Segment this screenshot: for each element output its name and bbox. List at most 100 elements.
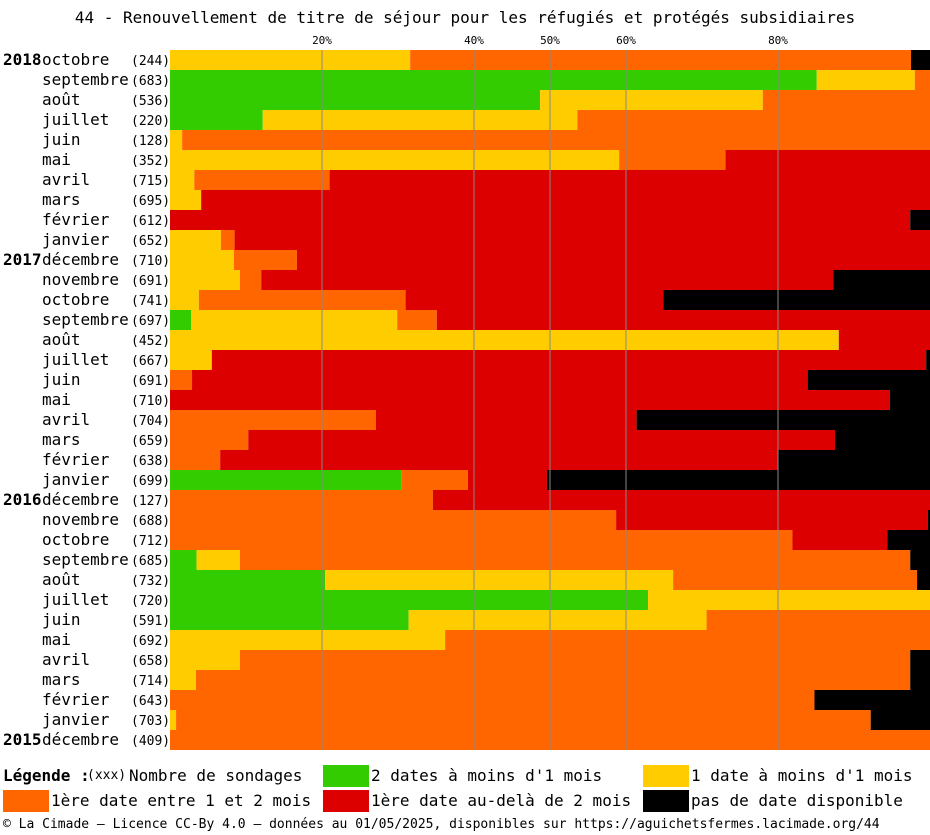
bar-segment-black [663,290,930,310]
row-month-label: mars [42,190,81,209]
bar-segment-yellow [170,330,839,350]
legend-swatch-yellow [643,765,689,787]
row-count-label: (409) [131,734,170,749]
bar-segment-yellow [170,630,446,650]
bar-segment-black [910,550,930,570]
legend-count-code: (xxx) [87,768,127,783]
row-month-label: juin [42,370,81,389]
bar-segment-black [807,370,930,390]
bar-segment-red [211,350,927,370]
bar-segment-black [835,430,930,450]
bar-segment-red [405,290,664,310]
bar-segment-green [170,590,649,610]
x-tick-label: 40% [464,34,484,47]
row-count-label: (741) [131,294,170,309]
row-count-label: (699) [131,474,170,489]
x-tick-label: 60% [616,34,636,47]
bar-segment-yellow [408,610,707,630]
bar-segment-orange [914,70,930,90]
bar-segment-black [911,50,930,70]
row-count-label: (612) [131,214,170,229]
bar-segment-red [432,490,930,510]
bar-segment-yellow [170,650,240,670]
row-month-label: décembre [42,250,119,269]
bar-segment-red [170,390,890,410]
bar-segment-orange [198,290,406,310]
bar-segment-orange [182,130,930,150]
row-count-label: (643) [131,694,170,709]
legend-swatch-green [323,765,369,787]
row-month-label: mars [42,430,81,449]
row-count-label: (667) [131,354,170,369]
bar-segment-red [248,430,835,450]
bar-segment-yellow [170,230,221,250]
bar-segment-black [926,350,930,370]
row-count-label: (720) [131,594,170,609]
row-count-label: (352) [131,154,170,169]
row-month-label: décembre [42,490,119,509]
bar-segment-red [220,450,778,470]
bar-segment-red [436,310,930,330]
legend-label-yellow: 1 date à moins d'1 mois [691,766,913,785]
row-month-label: octobre [42,290,109,309]
bar-segment-black [814,690,930,710]
row-count-label: (712) [131,534,170,549]
row-month-label: septembre [42,310,129,329]
row-month-label: septembre [42,550,129,569]
row-month-label: janvier [42,230,110,249]
row-month-label: août [42,330,81,349]
bar-segment-green [170,70,817,90]
row-count-label: (714) [131,674,170,689]
bar-segment-yellow [170,130,183,150]
bar-segment-orange [239,550,911,570]
bar-segment-orange [706,610,930,630]
row-month-label: janvier [42,710,110,729]
legend-swatch-red [323,790,369,812]
bar-segment-red [201,190,930,210]
x-tick-label: 50% [540,34,560,47]
legend: Légende : (xxx) Nombre de sondages 2 dat… [0,765,930,815]
bar-segment-green [170,90,541,110]
row-month-label: septembre [42,70,129,89]
bar-segment-green [170,110,263,130]
row-count-label: (452) [131,334,170,349]
bar-segment-orange [170,370,193,390]
legend-label-green: 2 dates à moins d'1 mois [371,766,603,785]
bars-layer [170,50,930,750]
row-count-label: (659) [131,434,170,449]
bar-segment-orange [170,490,433,510]
bar-segment-orange [170,530,793,550]
bar-segment-red [616,510,928,530]
row-count-label: (710) [131,254,170,269]
row-count-label: (715) [131,174,170,189]
bar-segment-black [927,510,930,530]
bar-segment-orange [762,90,930,110]
legend-label-black: pas de date disponible [691,791,903,810]
legend-label-orange: 1ère date entre 1 et 2 mois [51,791,312,810]
bar-segment-yellow [540,90,763,110]
bar-segment-yellow [170,670,196,690]
row-month-label: mai [42,630,71,649]
bar-segment-orange [170,410,376,430]
row-count-label: (591) [131,614,170,629]
row-count-label: (685) [131,554,170,569]
bar-segment-red [296,250,930,270]
bar-segment-black [870,710,930,730]
row-month-label: octobre [42,50,109,69]
row-count-label: (688) [131,514,170,529]
row-count-label: (703) [131,714,170,729]
bar-segment-green [170,610,409,630]
bar-segment-orange [170,510,617,530]
bar-segment-orange [397,310,437,330]
x-tick-label: 20% [312,34,332,47]
row-count-label: (732) [131,574,170,589]
row-month-label: août [42,570,81,589]
row-count-label: (683) [131,74,170,89]
row-month-label: mai [42,390,71,409]
bar-segment-orange [170,430,249,450]
bar-segment-orange [170,450,221,470]
stacked-bar-chart: 20% 40% 50% 60% 80% 2018 octobre (244)septembr… [3,34,930,750]
bar-segment-red [792,530,888,550]
row-count-label: (697) [131,314,170,329]
x-tick-label: 80% [768,34,788,47]
